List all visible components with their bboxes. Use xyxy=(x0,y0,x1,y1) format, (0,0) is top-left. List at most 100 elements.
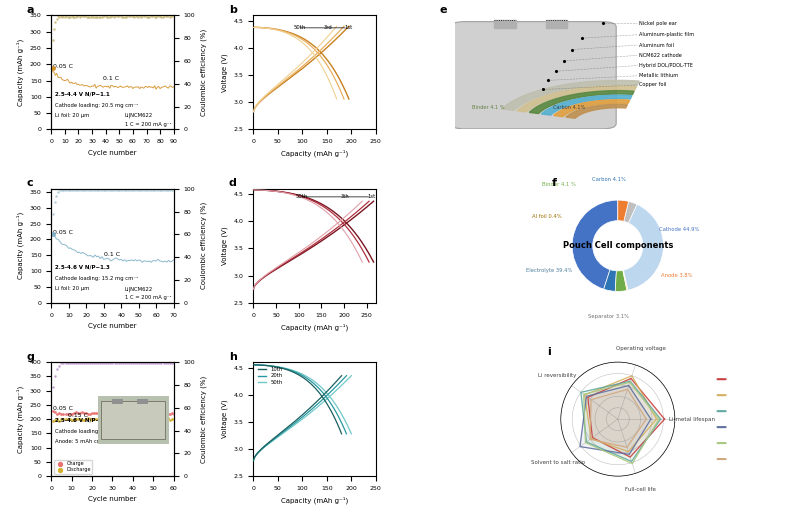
Point xyxy=(127,409,139,417)
Point xyxy=(72,359,84,368)
Point xyxy=(135,415,147,423)
Point xyxy=(165,12,177,20)
Point xyxy=(118,415,131,423)
Point xyxy=(87,414,100,422)
Point xyxy=(114,410,127,418)
Point xyxy=(69,415,82,423)
Text: Carbon 4.1%: Carbon 4.1% xyxy=(592,177,626,182)
Point xyxy=(47,407,60,415)
Point xyxy=(163,359,176,367)
Polygon shape xyxy=(502,80,639,111)
Point xyxy=(69,12,82,20)
Legend: Charge, Discharge: Charge, Discharge xyxy=(54,460,92,474)
Y-axis label: Coulombic efficiency (%): Coulombic efficiency (%) xyxy=(201,29,207,116)
Point xyxy=(118,12,131,20)
Point xyxy=(62,12,75,20)
Point xyxy=(52,188,65,196)
Point xyxy=(149,359,162,367)
Polygon shape xyxy=(588,378,664,457)
Point xyxy=(53,13,65,21)
Point xyxy=(110,415,123,423)
Point xyxy=(132,186,145,194)
Point xyxy=(59,359,72,368)
Point xyxy=(149,410,162,418)
Point xyxy=(82,12,95,20)
Point xyxy=(96,415,109,423)
Point xyxy=(68,359,80,368)
Point xyxy=(127,359,139,367)
Point xyxy=(132,12,145,20)
Point xyxy=(137,410,150,418)
Point xyxy=(143,186,155,194)
Point xyxy=(73,13,86,21)
Text: 3rd: 3rd xyxy=(323,25,333,30)
Point xyxy=(76,12,89,20)
Point xyxy=(83,12,95,20)
Text: Aluminum-plastic film: Aluminum-plastic film xyxy=(639,32,694,37)
Text: 2.5-4.6 V N/P~1.3: 2.5-4.6 V N/P~1.3 xyxy=(55,265,110,270)
Point xyxy=(76,416,88,424)
Point xyxy=(91,12,104,20)
Point xyxy=(157,185,169,194)
Wedge shape xyxy=(604,270,616,291)
Point xyxy=(108,415,121,423)
Point xyxy=(131,186,143,194)
Point xyxy=(165,359,178,367)
Point xyxy=(80,415,92,423)
Point xyxy=(65,12,78,20)
Point xyxy=(151,186,164,194)
Point xyxy=(121,409,133,417)
Point xyxy=(106,411,119,419)
Point xyxy=(162,12,175,20)
Point xyxy=(59,415,72,423)
Point xyxy=(62,186,75,194)
Text: Copper foil: Copper foil xyxy=(639,82,667,88)
Point xyxy=(151,12,164,20)
Point xyxy=(55,415,68,423)
Point xyxy=(69,409,82,417)
Point xyxy=(102,409,115,417)
Point xyxy=(94,414,106,422)
Point xyxy=(163,416,176,424)
Point xyxy=(84,186,96,194)
Point xyxy=(108,410,121,418)
Point xyxy=(141,359,154,367)
Text: a: a xyxy=(27,5,34,15)
Point xyxy=(54,186,66,194)
Point xyxy=(64,12,76,20)
Point xyxy=(76,408,88,416)
Point xyxy=(114,359,127,367)
Polygon shape xyxy=(580,386,651,454)
Point xyxy=(116,12,128,20)
Point xyxy=(72,12,85,20)
Point xyxy=(143,12,155,20)
Point xyxy=(96,409,109,417)
Point xyxy=(128,359,141,368)
Point xyxy=(60,12,72,20)
Point xyxy=(132,410,145,418)
Point xyxy=(92,12,105,20)
Point xyxy=(145,359,158,368)
Polygon shape xyxy=(541,95,632,115)
Point xyxy=(131,359,143,368)
Point xyxy=(139,410,151,418)
Point xyxy=(54,12,67,20)
Point xyxy=(127,186,139,194)
Point xyxy=(99,12,112,20)
Point xyxy=(136,12,149,20)
Point xyxy=(167,185,180,194)
Point xyxy=(132,415,145,423)
Point xyxy=(148,13,161,21)
Point xyxy=(68,416,80,424)
Point xyxy=(61,359,74,368)
Point xyxy=(96,359,109,367)
Point xyxy=(155,411,168,419)
Point xyxy=(90,359,102,368)
Point xyxy=(114,415,127,423)
Point xyxy=(86,415,98,423)
Polygon shape xyxy=(590,389,646,447)
Point xyxy=(49,416,61,424)
Point xyxy=(158,186,171,194)
Point xyxy=(87,12,100,20)
Point xyxy=(147,416,160,424)
